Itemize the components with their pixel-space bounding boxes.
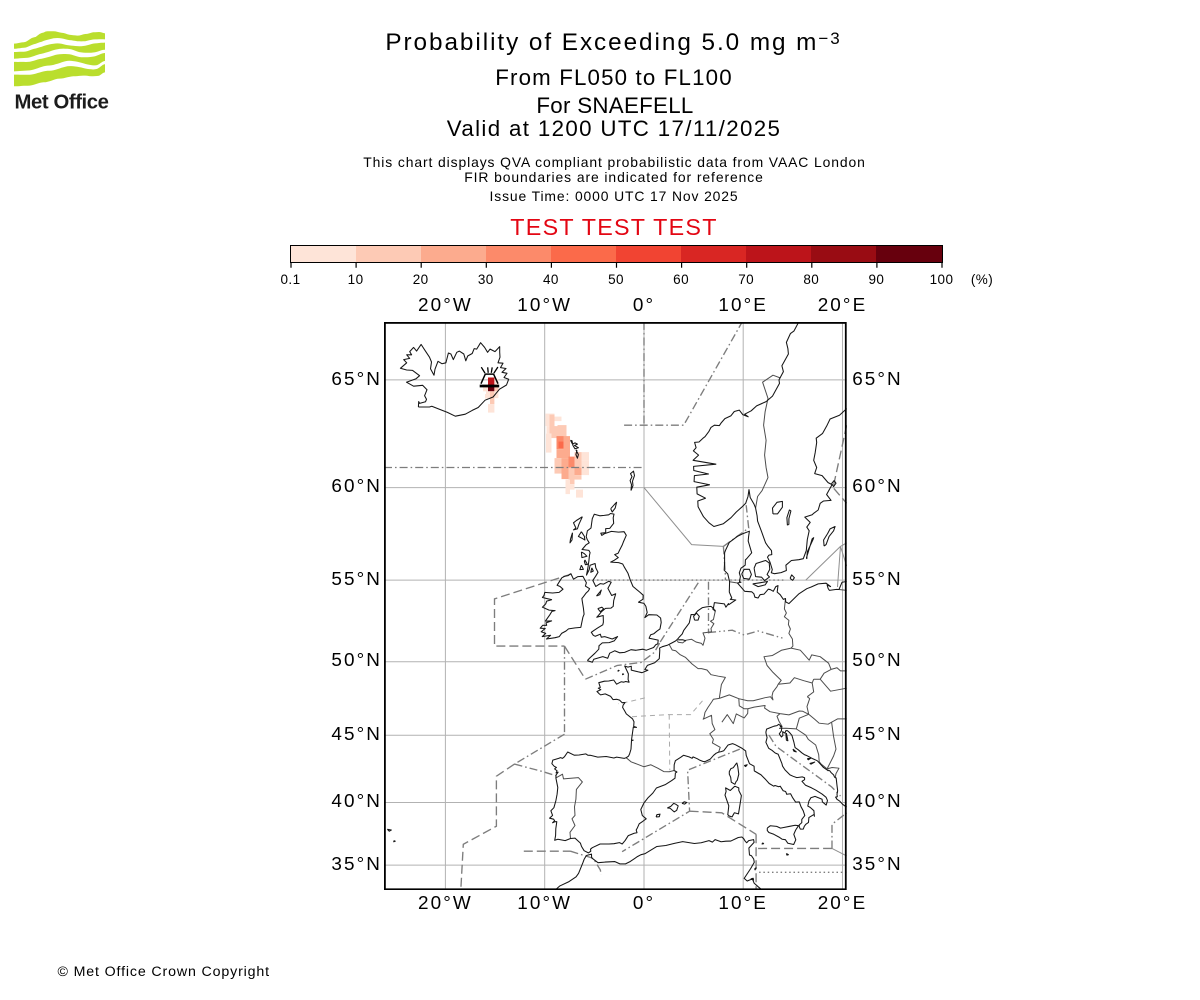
svg-text:Met Office: Met Office xyxy=(15,92,109,113)
